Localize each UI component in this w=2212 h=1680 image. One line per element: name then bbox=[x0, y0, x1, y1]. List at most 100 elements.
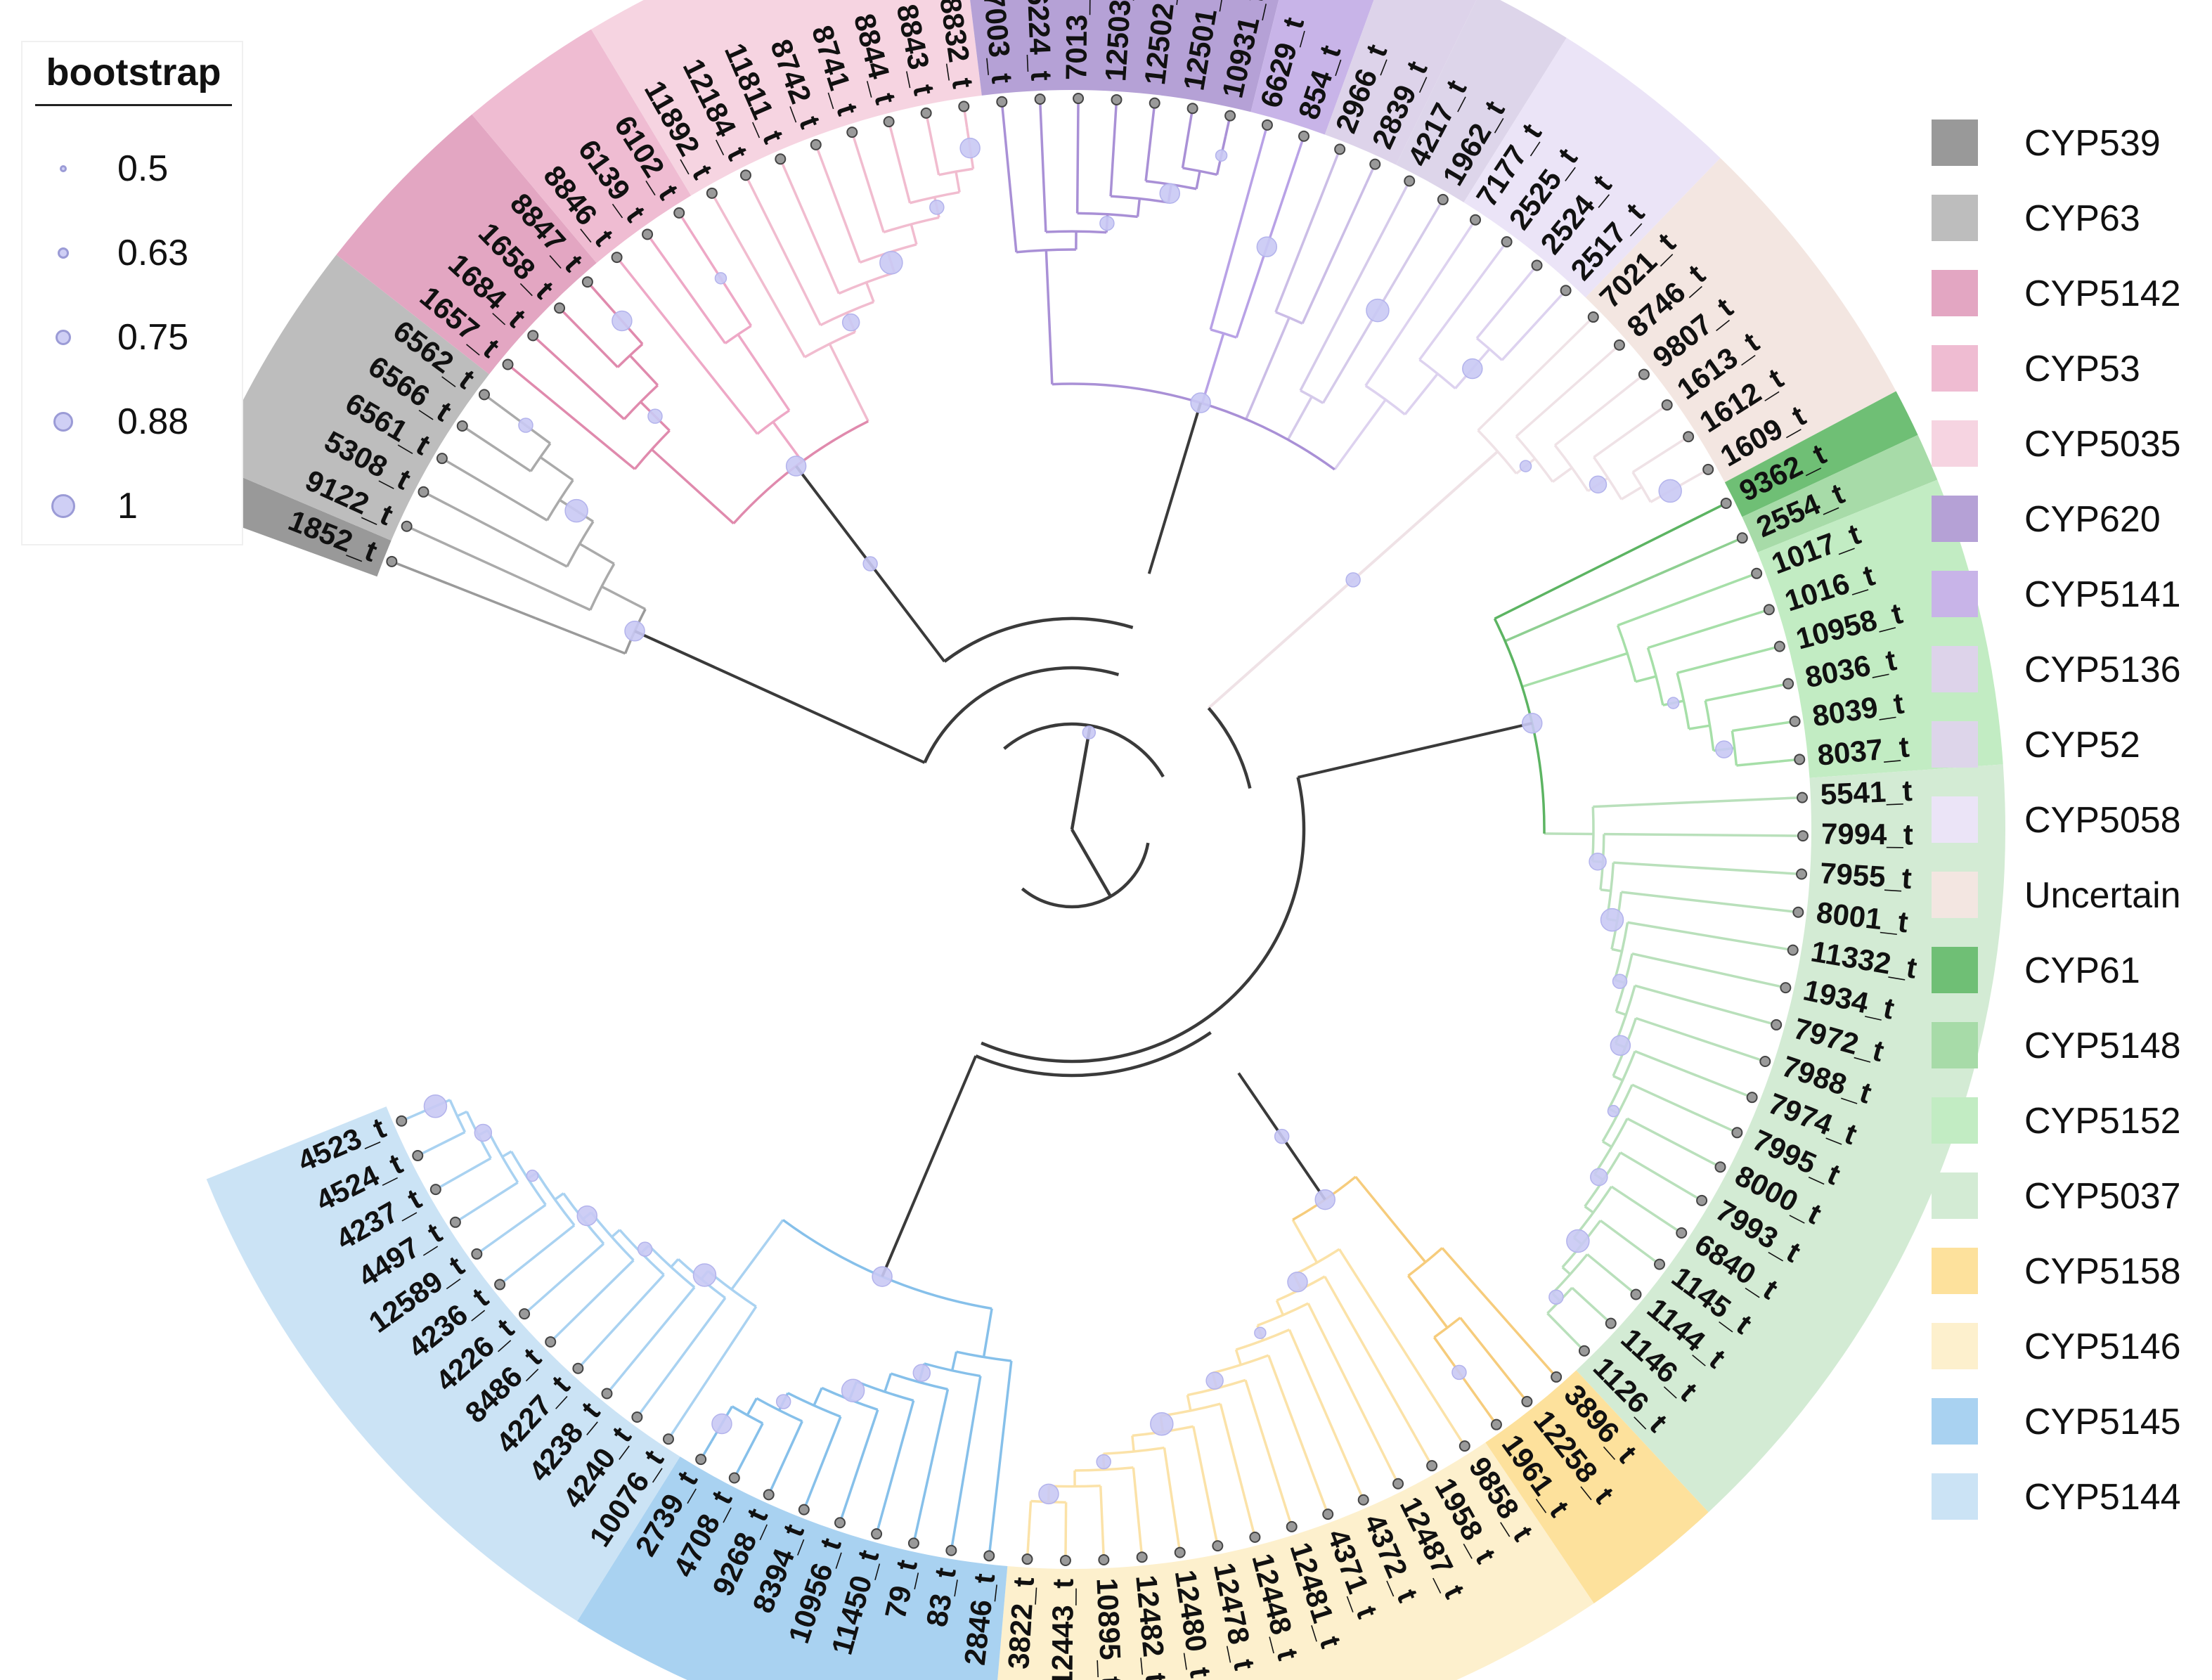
tree-branch bbox=[924, 112, 940, 176]
tip-dot bbox=[1587, 311, 1599, 323]
tip-dot bbox=[1392, 1478, 1404, 1490]
tree-branch bbox=[1286, 396, 1313, 441]
tree-branch bbox=[746, 1397, 758, 1416]
bootstrap-marker bbox=[1548, 1289, 1564, 1305]
tree-branch bbox=[558, 306, 619, 368]
tip-dot bbox=[1531, 259, 1543, 271]
tip-dot bbox=[631, 1411, 643, 1423]
tree-branch bbox=[1732, 720, 1795, 732]
clade-swatch-icon bbox=[1932, 1323, 1978, 1369]
tip-dot bbox=[1746, 1092, 1758, 1104]
tree-branch bbox=[865, 282, 875, 303]
clade-band bbox=[1463, 37, 1721, 298]
tree-branch-arc bbox=[1003, 722, 1165, 778]
bootstrap-legend-title: bootstrap bbox=[35, 51, 232, 106]
clade-swatch-icon bbox=[1932, 270, 1978, 316]
clade-swatch-icon bbox=[1932, 796, 1978, 843]
tree-branch bbox=[1617, 502, 1727, 559]
bootstrap-marker bbox=[1462, 358, 1483, 380]
tree-branch bbox=[955, 171, 961, 193]
clade-legend-label: CYP52 bbox=[2024, 725, 2140, 765]
tree-branch bbox=[1267, 1355, 1329, 1515]
clade-band bbox=[336, 114, 597, 375]
clade-band bbox=[1585, 157, 1896, 483]
bootstrap-legend: bootstrap 0.5 0.63 0.75 0.88 1 bbox=[21, 41, 243, 545]
tip-dot bbox=[1111, 93, 1123, 105]
tree-branch bbox=[1338, 1248, 1466, 1447]
tree-branch bbox=[813, 1387, 823, 1407]
tree-branch bbox=[1546, 1312, 1571, 1337]
clade-legend-label: CYP5145 bbox=[2024, 1402, 2181, 1442]
tip-dot bbox=[1797, 791, 1809, 803]
tree-branch-arc bbox=[923, 666, 1120, 763]
tip-dot bbox=[1174, 1546, 1186, 1558]
clade-swatch-icon bbox=[1932, 420, 1978, 467]
bootstrap-marker bbox=[1522, 713, 1543, 734]
tip-dot bbox=[728, 1472, 740, 1484]
bootstrap-marker bbox=[1274, 1128, 1290, 1144]
tree-branch bbox=[1136, 198, 1141, 217]
tip-dot bbox=[581, 276, 593, 288]
tree-branch bbox=[1631, 952, 1786, 989]
tip-dot bbox=[1073, 93, 1085, 105]
tree-branch bbox=[539, 456, 574, 482]
tree-branch bbox=[1647, 608, 1770, 650]
clade-legend-item: CYP5145 bbox=[1926, 1391, 2207, 1461]
tip-dot bbox=[834, 1517, 846, 1529]
tree-branch bbox=[1615, 1010, 1626, 1016]
tree-branch-arc bbox=[1021, 842, 1150, 909]
tip-dot bbox=[1613, 339, 1625, 351]
tree-branch-arc bbox=[1364, 385, 1406, 415]
bootstrap-marker bbox=[1159, 183, 1181, 204]
tree-branch bbox=[476, 1203, 547, 1255]
tree-branch bbox=[1584, 1205, 1594, 1214]
bootstrap-marker bbox=[1714, 740, 1733, 758]
clade-legend-label: CYP5058 bbox=[2024, 800, 2181, 841]
bootstrap-marker bbox=[1256, 236, 1278, 257]
clade-band bbox=[206, 1106, 680, 1622]
tip-dot bbox=[1796, 868, 1808, 880]
tip-dot bbox=[996, 96, 1008, 108]
clade-legend-label: CYP5158 bbox=[2024, 1251, 2181, 1292]
tip-dot bbox=[1731, 1127, 1743, 1139]
clade-bands bbox=[195, 0, 2005, 1680]
tip-dot bbox=[810, 138, 822, 150]
tip-dot bbox=[449, 1216, 461, 1228]
clade-band bbox=[970, 0, 1279, 112]
bootstrap-marker bbox=[775, 1394, 791, 1409]
tree-branch bbox=[1192, 1426, 1220, 1546]
tree-branch bbox=[1070, 725, 1092, 830]
tip-dot bbox=[871, 1528, 883, 1540]
tree-branch bbox=[1571, 1286, 1612, 1324]
tip-dot bbox=[1334, 143, 1346, 155]
tip-dot bbox=[1501, 235, 1513, 247]
tree-branch bbox=[1599, 1219, 1661, 1266]
tree-branch bbox=[1586, 1253, 1637, 1295]
tip-dot bbox=[1714, 1161, 1726, 1173]
tree-branch bbox=[1291, 1219, 1319, 1264]
tip-dot bbox=[706, 187, 718, 199]
bootstrap-legend-label: 1 bbox=[117, 486, 138, 526]
bootstrap-marker bbox=[474, 1123, 493, 1142]
bootstrap-marker bbox=[564, 498, 588, 523]
bootstrap-marker bbox=[1099, 215, 1115, 231]
bootstrap-legend-label: 0.63 bbox=[117, 233, 189, 273]
clade-legend-item: CYP52 bbox=[1926, 714, 2207, 784]
tip-dot bbox=[1794, 754, 1806, 765]
tip-dot bbox=[1654, 1258, 1666, 1270]
tree-branch bbox=[982, 1308, 993, 1357]
tip-dot bbox=[1783, 678, 1794, 690]
tree-branch bbox=[988, 1360, 1013, 1556]
tip-dot bbox=[739, 169, 751, 181]
bootstrap-marker bbox=[1254, 1326, 1267, 1339]
tip-dot bbox=[798, 1504, 810, 1516]
clade-band bbox=[1757, 479, 2003, 778]
bootstrap-dot-icon bbox=[58, 247, 69, 259]
bootstrap-marker bbox=[862, 556, 878, 571]
bootstrap-legend-item: 0.88 bbox=[22, 387, 233, 457]
tip-dot bbox=[1034, 93, 1046, 105]
tree-branch bbox=[1407, 1274, 1449, 1329]
tip-dot bbox=[695, 1454, 707, 1466]
clade-legend-item: CYP5141 bbox=[1926, 564, 2207, 634]
tree-branch bbox=[601, 585, 646, 611]
